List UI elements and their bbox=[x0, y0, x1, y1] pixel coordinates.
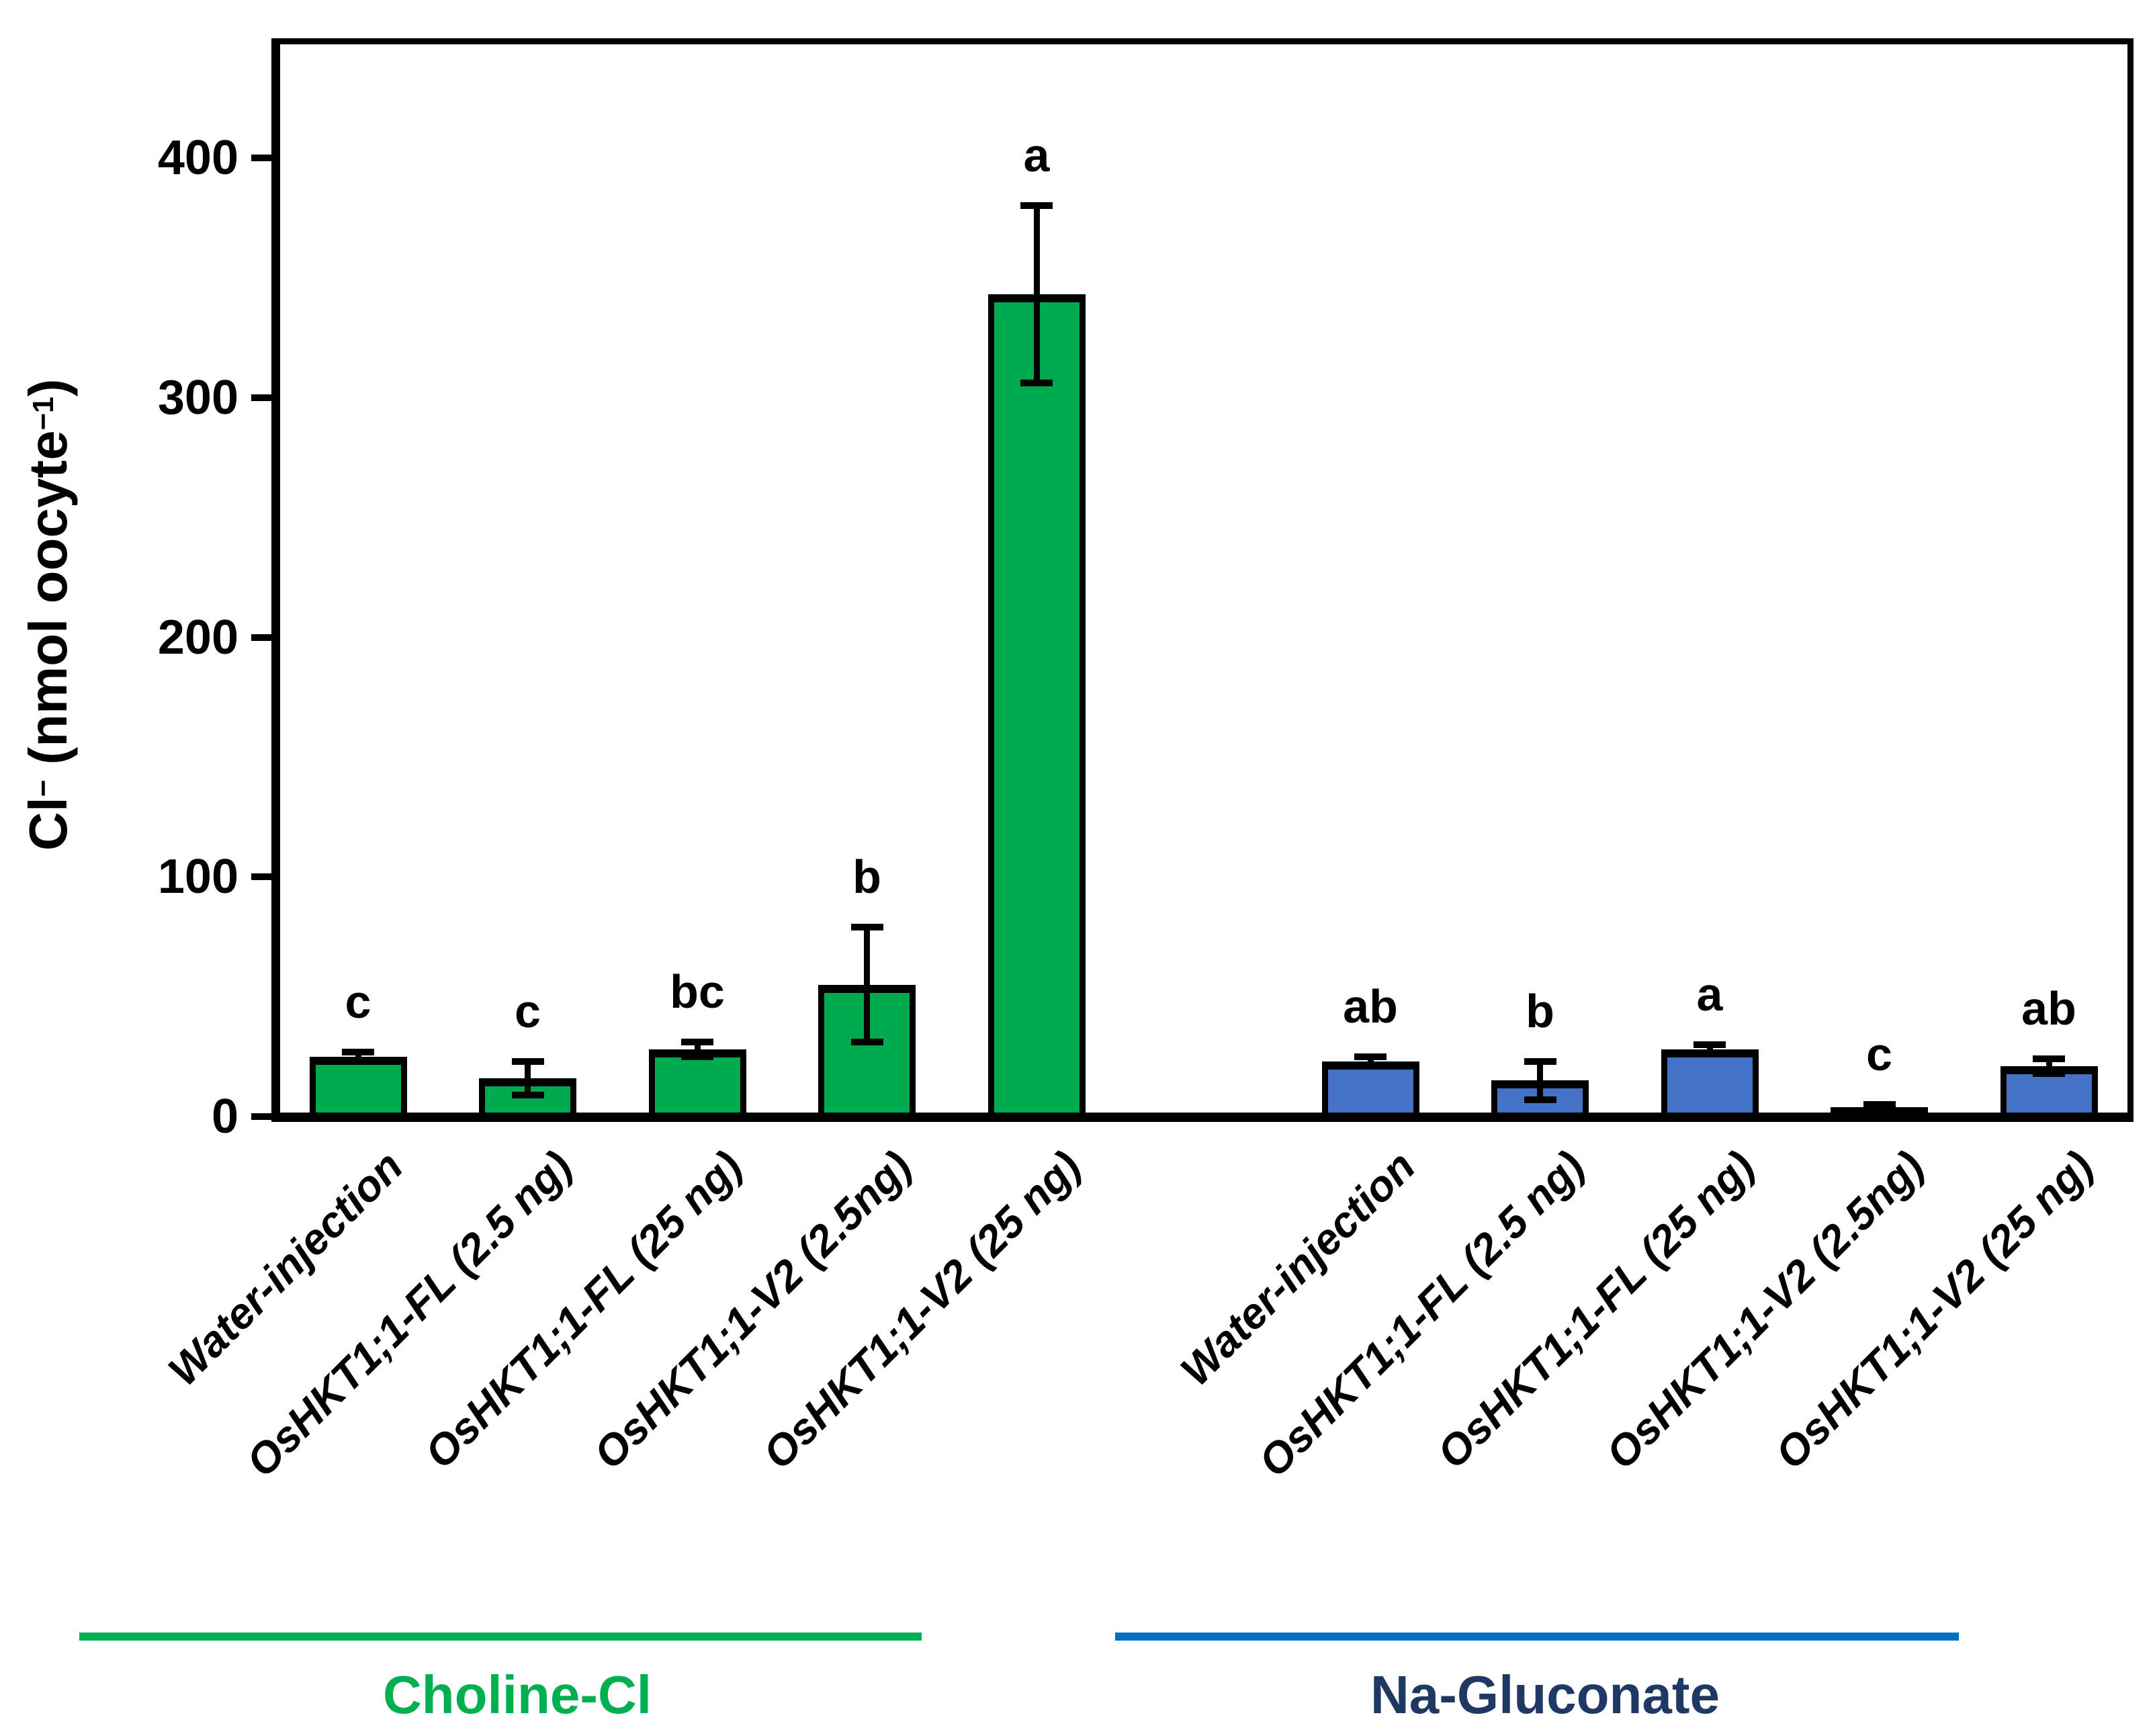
significance-letter: c bbox=[345, 975, 371, 1028]
error-bar-cap-top bbox=[2033, 1055, 2065, 1063]
x-axis-category-label: OsHKT1;1-FL (2.5 ng) bbox=[1249, 1141, 1594, 1487]
x-axis-category-label: OsHKT1;1-V2 (25 ng) bbox=[1766, 1141, 2103, 1479]
x-axis-category-label: OsHKT1;1-V2 (2.5ng) bbox=[1596, 1141, 1933, 1479]
choline-cl-group-label: Choline-Cl bbox=[383, 1665, 652, 1725]
y-tick-label: 400 bbox=[157, 131, 238, 185]
error-bar-cap-bottom bbox=[850, 1039, 883, 1046]
y-axis-title-text-mid: (nmol oocyte bbox=[18, 430, 78, 780]
y-axis-title-text: Cl bbox=[18, 797, 78, 851]
significance-letter: c bbox=[1866, 1028, 1892, 1081]
error-bar-stem bbox=[1033, 206, 1040, 384]
x-axis-category-label: OsHKT1;1-FL (25 ng) bbox=[1427, 1141, 1764, 1478]
na-gluconate-group-label: Na-Gluconate bbox=[1370, 1665, 1720, 1725]
significance-letter: b bbox=[1526, 984, 1554, 1037]
y-tick-label: 100 bbox=[157, 850, 238, 904]
y-tick-mark bbox=[251, 155, 275, 161]
error-bar-stem bbox=[355, 1051, 361, 1061]
x-axis-category-label: OsHKT1;1-FL (25 ng) bbox=[415, 1141, 752, 1478]
error-bar-cap-top bbox=[1524, 1057, 1556, 1065]
choline-cl-group-line bbox=[79, 1633, 922, 1641]
y-tick-mark bbox=[251, 873, 275, 881]
x-axis-line bbox=[271, 1113, 2134, 1122]
error-bar-stem bbox=[1706, 1044, 1713, 1055]
y-tick-mark bbox=[251, 394, 275, 401]
error-bar-stem bbox=[1537, 1061, 1543, 1100]
y-tick-mark bbox=[251, 1113, 275, 1120]
error-bar-stem bbox=[525, 1061, 531, 1095]
x-axis-category-label: OsHKT1;1-V2 (2.5ng) bbox=[584, 1141, 921, 1479]
error-bar-stem bbox=[864, 927, 870, 1043]
na-gluconate-group-line bbox=[1115, 1633, 1959, 1641]
y-axis-line bbox=[271, 38, 280, 1122]
x-axis-category-label: OsHKT1;1-FL (2.5 ng) bbox=[236, 1141, 582, 1487]
y-tick-mark bbox=[251, 634, 275, 641]
significance-letter: ab bbox=[2021, 982, 2076, 1035]
data-bar bbox=[648, 1049, 746, 1122]
error-bar-cap-top bbox=[342, 1048, 374, 1055]
error-bar-stem bbox=[2046, 1059, 2052, 1074]
error-bar-cap-bottom bbox=[1524, 1096, 1556, 1104]
significance-letter: a bbox=[1023, 129, 1050, 182]
plot-right-border bbox=[2127, 38, 2134, 1122]
error-bar-cap-top bbox=[681, 1039, 713, 1046]
error-bar-cap-top bbox=[1694, 1041, 1726, 1048]
significance-letter: ab bbox=[1343, 980, 1398, 1033]
error-bar-cap-top bbox=[1863, 1101, 1896, 1109]
significance-letter: b bbox=[852, 851, 881, 904]
error-bar-cap-bottom bbox=[511, 1091, 544, 1098]
error-bar-cap-top bbox=[850, 924, 883, 931]
error-bar-cap-top bbox=[1354, 1053, 1387, 1060]
error-bar-cap-bottom bbox=[1020, 380, 1053, 387]
y-tick-label: 200 bbox=[157, 610, 238, 664]
y-axis-title-superscript-exponent: −1 bbox=[27, 396, 60, 431]
significance-letter: bc bbox=[670, 965, 725, 1018]
error-bar-cap-bottom bbox=[2033, 1070, 2065, 1077]
y-tick-label: 0 bbox=[211, 1090, 238, 1143]
data-bar bbox=[987, 294, 1086, 1122]
error-bar-cap-top bbox=[511, 1057, 544, 1065]
error-bar-stem bbox=[694, 1042, 701, 1057]
error-bar-cap-bottom bbox=[1694, 1051, 1726, 1058]
error-bar-cap-bottom bbox=[681, 1053, 713, 1060]
error-bar-cap-bottom bbox=[1863, 1106, 1896, 1113]
y-axis-title-superscript-minus: − bbox=[27, 779, 60, 797]
y-tick-label: 300 bbox=[157, 370, 238, 425]
error-bar-cap-bottom bbox=[342, 1057, 374, 1065]
significance-letter: a bbox=[1696, 967, 1723, 1021]
error-bar-stem bbox=[1367, 1056, 1374, 1067]
significance-letter: c bbox=[515, 984, 541, 1037]
data-bar bbox=[1661, 1049, 1759, 1122]
x-axis-category-label: OsHKT1;1-V2 (25 ng) bbox=[754, 1141, 1091, 1479]
error-bar-cap-bottom bbox=[1354, 1063, 1387, 1070]
error-bar-cap-top bbox=[1020, 202, 1053, 210]
plot-top-border bbox=[271, 38, 2134, 44]
